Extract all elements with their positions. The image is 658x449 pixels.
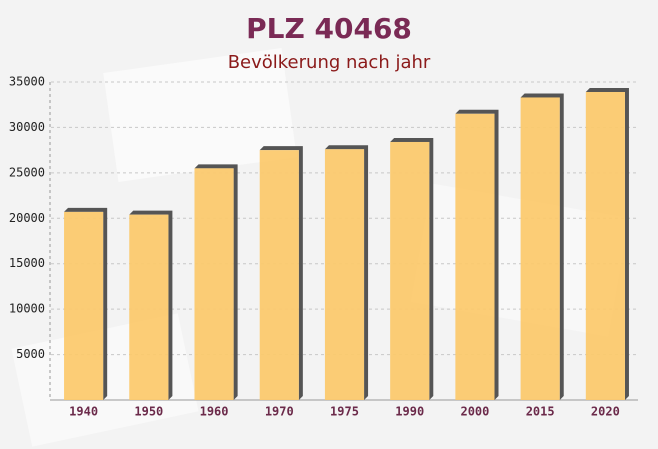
y-tick-label: 20000 — [9, 211, 45, 225]
y-tick-label: 5000 — [16, 347, 45, 361]
bar — [455, 113, 495, 401]
bar — [259, 150, 299, 400]
background-shape — [103, 48, 297, 182]
bar — [324, 149, 365, 400]
bar — [520, 97, 560, 401]
bar — [194, 168, 234, 400]
bar — [64, 211, 104, 400]
bar — [585, 91, 625, 400]
chart-title: PLZ 40468 — [246, 12, 412, 45]
chart-subtitle: Bevölkerung nach jahr — [228, 52, 431, 73]
x-tick-label: 1970 — [265, 405, 294, 419]
y-tick-label: 15000 — [9, 256, 45, 270]
bar — [390, 141, 430, 401]
x-tick-label: 1960 — [200, 405, 229, 419]
x-tick-label: 2000 — [460, 405, 489, 419]
y-tick-label: 25000 — [9, 165, 45, 179]
x-tick-label: 1950 — [134, 405, 163, 419]
y-tick-label: 30000 — [9, 120, 45, 134]
x-tick-label: 1975 — [330, 405, 359, 419]
x-tick-label: 1940 — [69, 405, 98, 419]
x-tick-label: 2015 — [526, 405, 555, 419]
x-tick-label: 2020 — [591, 405, 620, 419]
x-tick-label: 1990 — [395, 405, 424, 419]
y-tick-label: 10000 — [9, 302, 45, 316]
bar — [129, 214, 169, 400]
y-tick-label: 35000 — [9, 75, 45, 89]
